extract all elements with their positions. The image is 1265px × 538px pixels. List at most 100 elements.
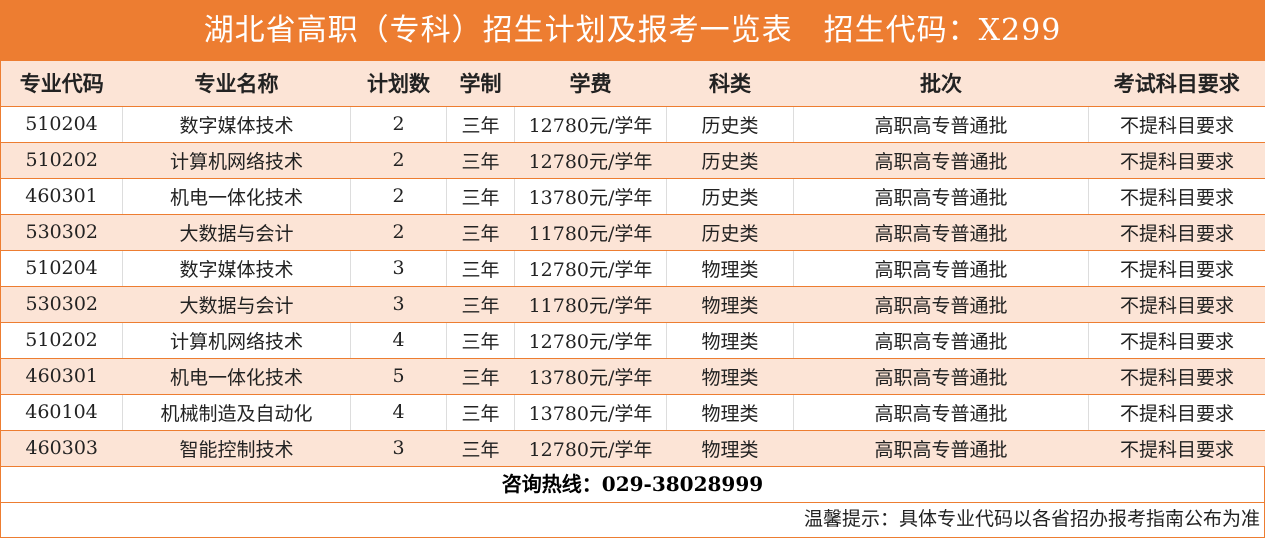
note: 温馨提示：具体专业代码以各省招办报考指南公布为准 [0,503,1265,538]
table-cell: 物理类 [667,394,794,430]
header-row: 专业代码专业名称计划数学制学费科类批次考试科目要求 [1,61,1265,106]
table-cell: 4 [351,322,447,358]
table-cell: 2 [351,214,447,250]
table-cell: 510204 [1,106,123,142]
table-cell: 高职高专普通批 [794,358,1089,394]
table-cell: 4 [351,394,447,430]
table-cell: 不提科目要求 [1089,178,1265,214]
table-cell: 不提科目要求 [1089,214,1265,250]
table-cell: 3 [351,250,447,286]
table-cell: 11780元/学年 [515,286,667,322]
column-header: 批次 [794,61,1089,106]
table-cell: 高职高专普通批 [794,214,1089,250]
table-cell: 460301 [1,358,123,394]
table-cell: 2 [351,106,447,142]
table-cell: 三年 [447,322,515,358]
table-cell: 三年 [447,250,515,286]
table-cell: 不提科目要求 [1089,106,1265,142]
table-cell: 高职高专普通批 [794,106,1089,142]
table-cell: 高职高专普通批 [794,142,1089,178]
table-cell: 高职高专普通批 [794,394,1089,430]
table-cell: 530302 [1,214,123,250]
table-cell: 智能控制技术 [123,430,351,466]
table-cell: 高职高专普通批 [794,322,1089,358]
table-cell: 机电一体化技术 [123,178,351,214]
table-cell: 三年 [447,178,515,214]
table-cell: 三年 [447,430,515,466]
column-header: 专业名称 [123,61,351,106]
table-cell: 11780元/学年 [515,214,667,250]
table-cell: 460303 [1,430,123,466]
column-header: 科类 [667,61,794,106]
table-cell: 大数据与会计 [123,214,351,250]
table-cell: 12780元/学年 [515,430,667,466]
table-cell: 物理类 [667,322,794,358]
table-cell: 历史类 [667,142,794,178]
table-cell: 高职高专普通批 [794,178,1089,214]
table-cell: 高职高专普通批 [794,250,1089,286]
table-cell: 物理类 [667,250,794,286]
table-cell: 3 [351,286,447,322]
table-cell: 物理类 [667,358,794,394]
table-cell: 不提科目要求 [1089,358,1265,394]
table-cell: 3 [351,430,447,466]
table-cell: 13780元/学年 [515,358,667,394]
table-cell: 物理类 [667,430,794,466]
table-cell: 2 [351,142,447,178]
table-cell: 三年 [447,358,515,394]
table-cell: 高职高专普通批 [794,430,1089,466]
table-cell: 三年 [447,142,515,178]
hotline: 咨询热线：029-38028999 [0,467,1265,503]
column-header: 计划数 [351,61,447,106]
table-cell: 12780元/学年 [515,142,667,178]
table-cell: 历史类 [667,214,794,250]
table-cell: 大数据与会计 [123,286,351,322]
table-cell: 12780元/学年 [515,106,667,142]
table-cell: 460301 [1,178,123,214]
table-cell: 计算机网络技术 [123,322,351,358]
table-cell: 不提科目要求 [1089,430,1265,466]
column-header: 考试科目要求 [1089,61,1265,106]
table-cell: 5 [351,358,447,394]
table-cell: 510204 [1,250,123,286]
table-cell: 三年 [447,106,515,142]
column-header: 专业代码 [1,61,123,106]
table-cell: 计算机网络技术 [123,142,351,178]
table-cell: 530302 [1,286,123,322]
table-cell: 13780元/学年 [515,178,667,214]
table-cell: 机械制造及自动化 [123,394,351,430]
table-cell: 数字媒体技术 [123,106,351,142]
table-cell: 历史类 [667,106,794,142]
column-header: 学费 [515,61,667,106]
table-cell: 三年 [447,286,515,322]
table-cell: 510202 [1,322,123,358]
table-cell: 不提科目要求 [1089,394,1265,430]
table-cell: 历史类 [667,178,794,214]
table-cell: 不提科目要求 [1089,286,1265,322]
table-cell: 三年 [447,214,515,250]
table-cell: 高职高专普通批 [794,286,1089,322]
table-cell: 三年 [447,394,515,430]
table-cell: 12780元/学年 [515,250,667,286]
table-cell: 不提科目要求 [1089,142,1265,178]
table-cell: 不提科目要求 [1089,250,1265,286]
table-cell: 13780元/学年 [515,394,667,430]
table-cell: 2 [351,178,447,214]
column-header: 学制 [447,61,515,106]
page-title: 湖北省高职（专科）招生计划及报考一览表 招生代码：X299 [0,0,1265,61]
table-cell: 460104 [1,394,123,430]
table-cell: 不提科目要求 [1089,322,1265,358]
table-cell: 数字媒体技术 [123,250,351,286]
table-cell: 机电一体化技术 [123,358,351,394]
table-cell: 物理类 [667,286,794,322]
